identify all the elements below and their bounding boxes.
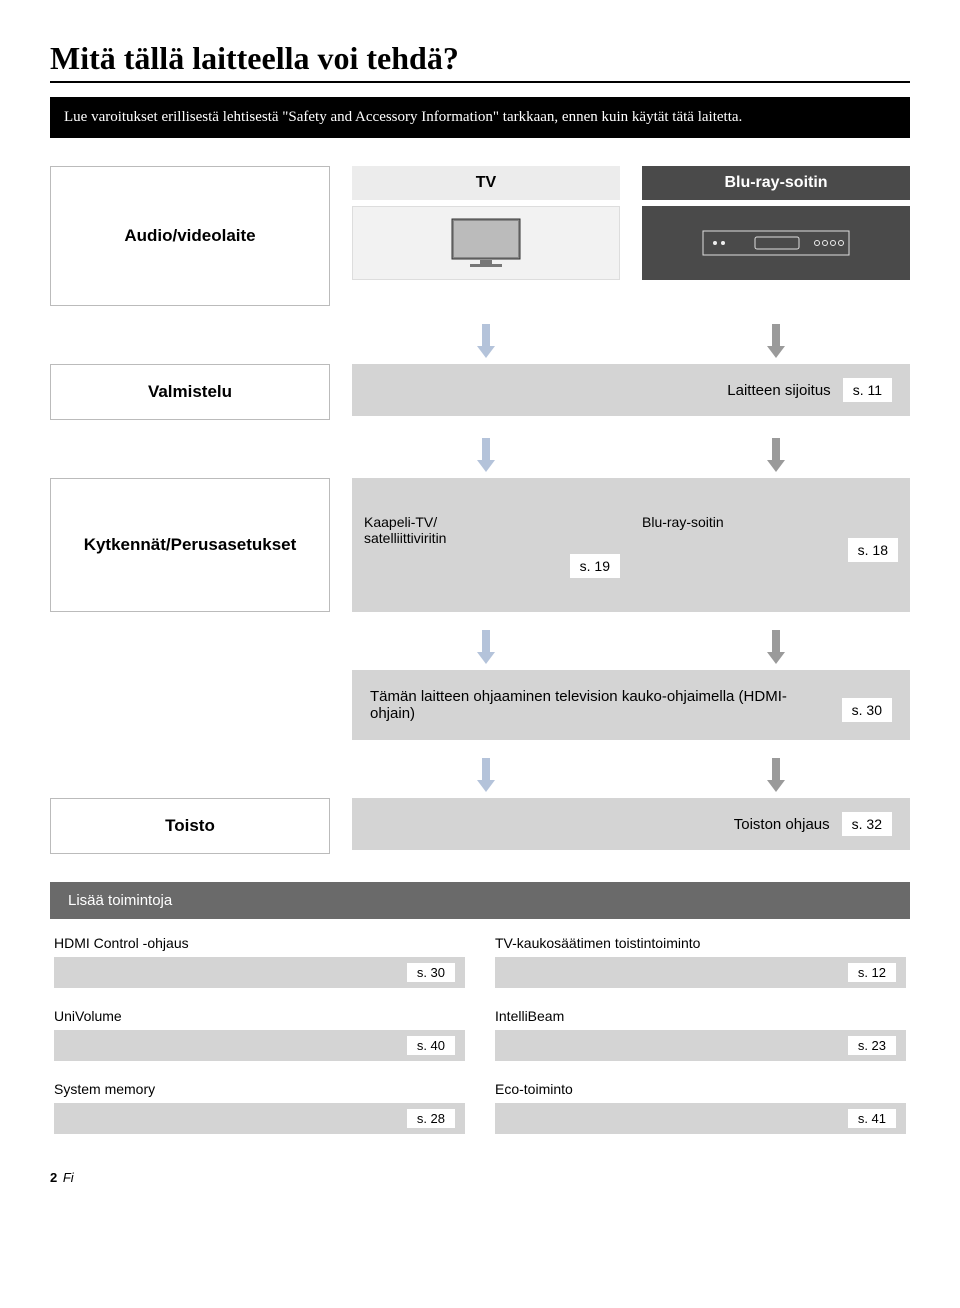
extras-item-label: IntelliBeam [495,1008,906,1024]
arrow-down-icon [477,758,495,792]
hdmi-ref: s. 30 [842,698,892,722]
extras-eco: Eco-toiminto s. 41 [495,1081,906,1134]
extras-item-ref: s. 23 [848,1036,896,1055]
device-columns: TV Blu-ray-soitin [352,166,910,306]
page-title: Mitä tällä laitteella voi tehdä? [50,40,910,83]
extras-univolume: UniVolume s. 40 [54,1008,465,1061]
arrow-down-icon [477,324,495,358]
device-col-bluray: Blu-ray-soitin [642,166,910,306]
extras-item-ref: s. 41 [848,1109,896,1128]
label-box-audio-video: Audio/videolaite [50,166,330,306]
arrow-row-1 [50,324,910,358]
arrow-down-icon [767,324,785,358]
extras-item-label: System memory [54,1081,465,1097]
extras-item-bar: s. 41 [495,1103,906,1134]
device-title-bluray: Blu-ray-soitin [642,166,910,200]
warning-bar: Lue varoitukset erillisestä lehtisestä "… [50,97,910,138]
kytkennat-gray-area-1: Kaapeli-TV/ satelliittiviritin s. 19 Blu… [352,478,910,612]
row-toisto: Toisto Toiston ohjaus s. 32 [50,798,910,854]
valmistelu-bar: Laitteen sijoitus s. 11 [352,364,910,416]
extras-item-ref: s. 30 [407,963,455,982]
arrow-row-2 [50,438,910,472]
extras-item-ref: s. 40 [407,1036,455,1055]
extras-intellibeam: IntelliBeam s. 23 [495,1008,906,1061]
page-footer: 2 Fi [50,1170,910,1185]
arrow-down-icon [477,438,495,472]
extras-header: Lisää toimintoja [50,882,910,919]
arrow-down-icon [477,630,495,664]
extras-row-3: System memory s. 28 Eco-toiminto s. 41 [50,1081,910,1134]
step-kaapeli-tv: Kaapeli-TV/ satelliittiviritin s. 19 [364,514,620,600]
extras-item-bar: s. 12 [495,957,906,988]
step-bluray: Blu-ray-soitin s. 18 [642,514,898,600]
arrow-down-icon [767,438,785,472]
toisto-ref: s. 32 [842,812,892,836]
extras-tv-remote: TV-kaukosäätimen toistintoiminto s. 12 [495,935,906,988]
label-box-kytkennat: Kytkennät/Perusasetukset [50,478,330,612]
extras-system-memory: System memory s. 28 [54,1081,465,1134]
extras-hdmi-control: HDMI Control -ohjaus s. 30 [54,935,465,988]
device-title-tv: TV [352,166,620,200]
extras-item-bar: s. 40 [54,1030,465,1061]
label-audio-video: Audio/videolaite [124,226,255,246]
extras-item-label: UniVolume [54,1008,465,1024]
extras-item-bar: s. 30 [54,957,465,988]
page-number: 2 [50,1170,57,1185]
extras-row-1: HDMI Control -ohjaus s. 30 TV-kaukosääti… [50,935,910,988]
extras-item-ref: s. 28 [407,1109,455,1128]
step-bluray-label: Blu-ray-soitin [642,514,898,530]
hdmi-label: Tämän laitteen ohjaaminen television kau… [370,688,830,722]
page-lang: Fi [63,1170,74,1185]
label-box-toisto: Toisto [50,798,330,854]
arrow-down-icon [767,758,785,792]
valmistelu-row-label: Laitteen sijoitus [370,382,831,399]
step-kaapeli-ref: s. 19 [570,554,620,578]
label-valmistelu: Valmistelu [148,382,232,402]
toisto-bar: Toiston ohjaus s. 32 [352,798,910,850]
valmistelu-ref: s. 11 [843,378,892,402]
row-valmistelu: Valmistelu Laitteen sijoitus s. 11 [50,364,910,420]
extras-item-label: Eco-toiminto [495,1081,906,1097]
bluray-icon [701,223,851,263]
device-col-tv: TV [352,166,620,306]
extras-item-label: HDMI Control -ohjaus [54,935,465,951]
row-audio-video: Audio/videolaite TV Blu-ray-soitin [50,166,910,306]
arrow-row-4 [50,758,910,792]
arrow-row-3 [50,630,910,664]
label-toisto: Toisto [165,816,215,836]
arrow-down-icon [767,630,785,664]
extras-item-label: TV-kaukosäätimen toistintoiminto [495,935,906,951]
extras-item-bar: s. 28 [54,1103,465,1134]
row-kytkennat-top: Kytkennät/Perusasetukset Kaapeli-TV/ sat… [50,478,910,612]
device-icon-tv [352,206,620,280]
label-kytkennat: Kytkennät/Perusasetukset [84,535,297,555]
hdmi-bar: Tämän laitteen ohjaaminen television kau… [352,670,910,740]
device-icon-bluray [642,206,910,280]
toisto-row-label: Toiston ohjaus [370,816,830,833]
step-bluray-ref: s. 18 [848,538,898,562]
extras-item-bar: s. 23 [495,1030,906,1061]
row-kytkennat-hdmi: Tämän laitteen ohjaaminen television kau… [50,670,910,740]
tv-icon [446,215,526,271]
extras-item-ref: s. 12 [848,963,896,982]
extras-row-2: UniVolume s. 40 IntelliBeam s. 23 [50,1008,910,1061]
label-box-valmistelu: Valmistelu [50,364,330,420]
step-kaapeli-label: Kaapeli-TV/ satelliittiviritin [364,514,620,546]
